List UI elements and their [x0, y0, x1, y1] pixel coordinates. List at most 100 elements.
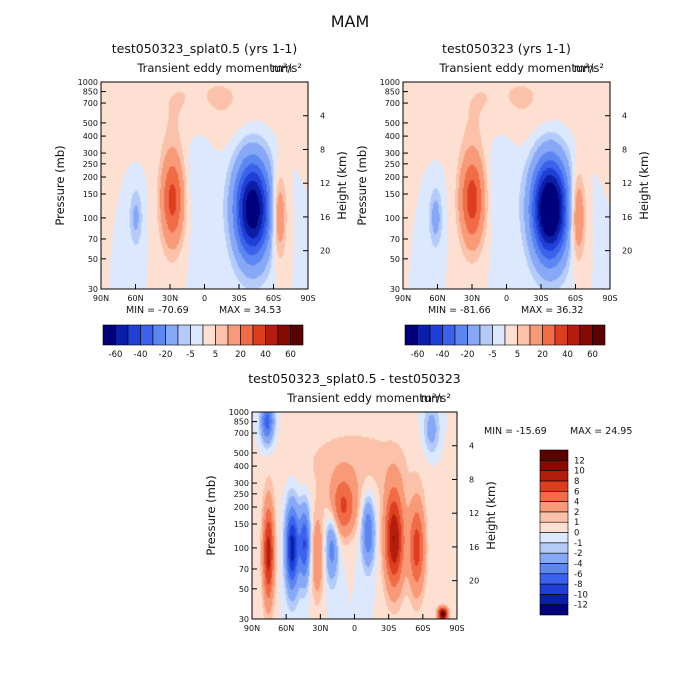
- x-tick-label: 30N: [162, 294, 178, 303]
- colorbar-label: -6: [574, 570, 582, 580]
- colorbar-label: -1: [574, 539, 582, 549]
- units-label: m²/s²: [421, 391, 451, 405]
- y-tick-label: 500: [83, 119, 98, 128]
- colorbar-cell: [539, 583, 569, 595]
- y2-axis-label: Height (km): [484, 481, 498, 550]
- y2-tick-label: 16: [622, 213, 632, 222]
- x-tick-label: 90S: [449, 624, 464, 633]
- colorbar-cell: [539, 521, 569, 533]
- colorbar-cell: [554, 324, 568, 346]
- colorbar-cell: [504, 324, 518, 346]
- colorbar-cell: [127, 324, 141, 346]
- x-tick-label: 30N: [312, 624, 328, 633]
- min-label: MIN = -81.66: [428, 305, 491, 316]
- colorbar-label: 5: [213, 350, 218, 360]
- y-tick-label: 70: [88, 235, 98, 244]
- x-tick-label: 90S: [602, 294, 617, 303]
- y-tick-label: 200: [385, 173, 400, 182]
- y-tick-label: 150: [83, 190, 98, 199]
- y-tick-label: 250: [83, 160, 98, 169]
- x-tick-label: 30N: [464, 294, 480, 303]
- colorbar-cell: [265, 324, 279, 346]
- y-tick-label: 50: [88, 255, 98, 264]
- x-tick-label: 60S: [568, 294, 583, 303]
- colorbar-cell: [539, 532, 569, 544]
- colorbar-label: 10: [574, 467, 585, 477]
- y-tick-label: 200: [83, 173, 98, 182]
- colorbar-cell: [542, 324, 556, 346]
- y-tick-label: 1000: [380, 78, 400, 87]
- colorbar-label: 6: [574, 487, 579, 497]
- colorbar-label: -12: [574, 601, 588, 611]
- colorbar-cell: [529, 324, 543, 346]
- max-label: MAX = 34.53: [219, 305, 281, 316]
- colorbar-cell: [592, 324, 606, 346]
- y2-tick-label: 4: [622, 112, 627, 121]
- colorbar-cell: [454, 324, 468, 346]
- x-tick-label: 60S: [415, 624, 430, 633]
- x-tick-label: 0: [504, 294, 509, 303]
- colorbar-label: 60: [285, 350, 296, 360]
- colorbar-cell: [429, 324, 443, 346]
- colorbar-label: -8: [574, 580, 582, 590]
- y-axis-label: Pressure (mb): [53, 145, 67, 225]
- colorbar-cell: [539, 460, 569, 471]
- x-tick-label: 90N: [395, 294, 411, 303]
- panel-title: test050323 (yrs 1-1): [442, 41, 571, 56]
- colorbar-cell: [492, 324, 506, 346]
- colorbar-label: 2: [574, 508, 579, 518]
- max-label: MAX = 24.95: [570, 426, 632, 437]
- colorbar-label: -20: [159, 350, 173, 360]
- colorbar-cell: [539, 480, 569, 492]
- colorbar-cell: [404, 324, 418, 346]
- colorbar-label: 20: [537, 350, 548, 360]
- y-tick-label: 850: [234, 418, 249, 427]
- colorbar-label: -5: [488, 350, 496, 360]
- min-label: MIN = -70.69: [126, 305, 189, 316]
- colorbar-label: 12: [574, 456, 585, 466]
- panel-2: test050323 (yrs 1-1) Transient eddy momen…: [355, 41, 651, 360]
- y-tick-label: 70: [390, 235, 400, 244]
- colorbar-cell: [539, 490, 569, 502]
- y-tick-label: 700: [385, 99, 400, 108]
- panel-title: test050323_splat0.5 (yrs 1-1): [112, 41, 298, 56]
- colorbar-label: 60: [587, 350, 598, 360]
- colorbar-cell: [277, 324, 291, 346]
- y2-tick-label: 4: [469, 442, 474, 451]
- colorbar-cell: [517, 324, 531, 346]
- y-axis-label: Pressure (mb): [355, 145, 369, 225]
- colorbar-label: 1: [574, 518, 579, 528]
- colorbar-cell: [539, 594, 569, 605]
- colorbar-cell: [479, 324, 493, 346]
- colorbar-label: -10: [574, 590, 588, 600]
- y-tick-label: 30: [88, 285, 98, 294]
- y-tick-label: 150: [385, 190, 400, 199]
- colorbar-cell: [215, 324, 229, 346]
- colorbar-label: 5: [515, 350, 520, 360]
- y2-tick-label: 4: [320, 112, 325, 121]
- colorbar-label: -5: [186, 350, 194, 360]
- y-tick-label: 700: [83, 99, 98, 108]
- colorbar-cell: [227, 324, 241, 346]
- x-tick-label: 30S: [533, 294, 548, 303]
- colorbar-cell: [539, 511, 569, 523]
- y-tick-label: 1000: [229, 408, 249, 417]
- colorbar-cell: [102, 324, 116, 346]
- y-tick-label: 150: [234, 520, 249, 529]
- y2-tick-label: 12: [622, 179, 632, 188]
- y-tick-label: 30: [239, 615, 249, 624]
- y-tick-label: 500: [385, 119, 400, 128]
- x-tick-label: 0: [352, 624, 357, 633]
- colorbar-cell: [290, 324, 304, 346]
- x-tick-label: 60N: [278, 624, 294, 633]
- panel-subtitle: Transient eddy momentum: [438, 61, 594, 75]
- colorbar-cell: [539, 542, 569, 554]
- y-tick-label: 50: [390, 255, 400, 264]
- colorbar-cell: [539, 573, 569, 585]
- y2-tick-label: 8: [469, 475, 474, 484]
- colorbar-label: -4: [574, 559, 582, 569]
- y2-tick-label: 16: [469, 543, 479, 552]
- panels: test050323_splat0.5 (yrs 1-1) Transient e…: [53, 41, 651, 633]
